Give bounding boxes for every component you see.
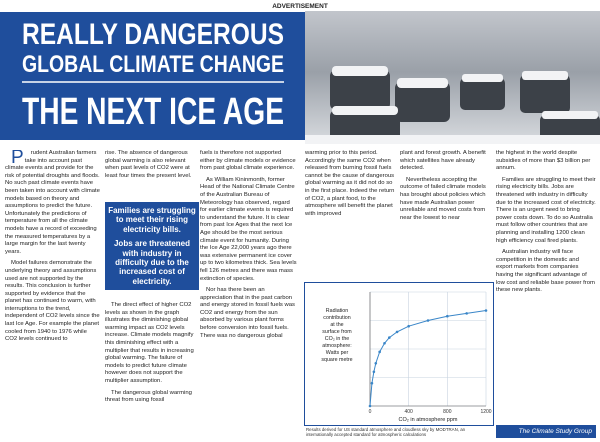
paragraph: plant and forest growth. A benefit which… bbox=[400, 150, 486, 172]
paragraph: The dangerous global warming threat from… bbox=[105, 389, 192, 404]
ad-strip bbox=[0, 0, 600, 11]
y-axis-label: Radiation contribution at the surface from C… bbox=[321, 308, 352, 363]
data-point bbox=[388, 336, 391, 339]
header: ADVERTISEMENT REALLY DANGEROUS GLOBAL CL… bbox=[0, 0, 600, 144]
paragraph: the highest in the world despite subsidi… bbox=[496, 150, 591, 172]
column: the highest in the world despite subsidi… bbox=[496, 150, 596, 422]
title-box bbox=[0, 12, 305, 140]
column: rise. The absence of dangerous global wa… bbox=[105, 150, 195, 440]
paragraph: Nevertheless accepting the outcome of fa… bbox=[400, 176, 486, 221]
column: plant and forest growth. A benefit which… bbox=[400, 150, 490, 280]
x-tick-label: 1200 bbox=[480, 409, 491, 415]
chart-frame bbox=[304, 282, 494, 426]
data-point bbox=[465, 312, 468, 315]
data-point bbox=[368, 404, 372, 408]
data-point bbox=[378, 350, 381, 354]
callout: Families are struggling to meet their ri… bbox=[105, 202, 199, 291]
chart-caption: Results derived for US standard atmosphe… bbox=[306, 427, 466, 437]
data-point bbox=[372, 370, 376, 374]
paragraph: rise. The absence of dangerous global wa… bbox=[105, 150, 192, 179]
x-axis-label: CO₂ in atmosphere ppm bbox=[399, 417, 458, 423]
callout-line: Jobs are threatened with industry in dif… bbox=[113, 239, 191, 286]
callout-line: Families are struggling to meet their ri… bbox=[108, 206, 196, 234]
paragraph: warming prior to this period. Accordingl… bbox=[305, 150, 395, 217]
paragraph: Model failures demonstrate the underlyin… bbox=[5, 260, 100, 343]
data-point bbox=[383, 342, 386, 345]
data-point bbox=[395, 330, 399, 334]
paragraph: Families are struggling to meet their ri… bbox=[496, 176, 596, 244]
data-point bbox=[446, 314, 449, 318]
chart: 0 400 800 1200 CO₂ in atmosphere ppm Radiatio… bbox=[304, 282, 494, 437]
footer: The Climate Study Group bbox=[496, 425, 596, 438]
data-point bbox=[484, 309, 488, 312]
data-point bbox=[407, 324, 410, 328]
column: Prudent Australian farmers take into acc… bbox=[5, 150, 100, 440]
column: fuels is therefore not supported either … bbox=[200, 150, 297, 440]
data-point bbox=[370, 381, 374, 385]
title-line: GLOBAL CLIMATE CHANGE bbox=[22, 51, 284, 78]
paragraph: The direct effect of higher CO2 levels a… bbox=[105, 302, 194, 384]
paragraph: Nor has there been an appreciation that … bbox=[200, 287, 295, 339]
paragraph: fuels is therefore not supported either … bbox=[200, 150, 296, 172]
x-tick-label: 0 bbox=[369, 409, 372, 415]
paragraph: As William Kininmonth, former Head of th… bbox=[200, 176, 297, 282]
title-line: THE NEXT ICE AGE bbox=[22, 91, 284, 133]
paragraph: Prudent Australian farmers take into acc… bbox=[5, 150, 100, 255]
data-point bbox=[374, 361, 378, 365]
x-tick-label: 800 bbox=[443, 409, 452, 415]
ad-label: ADVERTISEMENT bbox=[272, 3, 328, 10]
title-line: REALLY DANGEROUS bbox=[22, 18, 284, 51]
data-point bbox=[426, 319, 430, 322]
x-tick-label: 400 bbox=[404, 409, 413, 415]
paragraph: Australian industry will face competitio… bbox=[496, 249, 595, 294]
column: warming prior to this period. Accordingl… bbox=[305, 150, 395, 280]
